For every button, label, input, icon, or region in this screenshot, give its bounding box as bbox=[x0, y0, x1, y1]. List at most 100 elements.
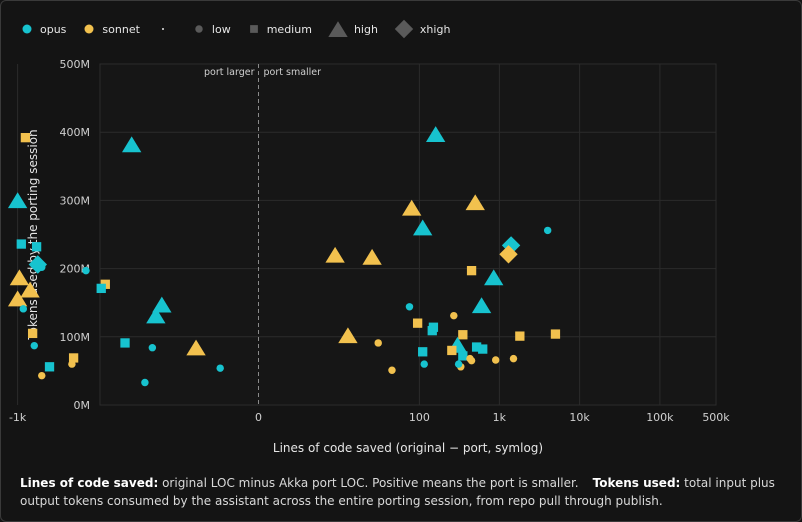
point-sonnet-high bbox=[7, 290, 28, 307]
triangle-icon bbox=[328, 21, 348, 38]
point-sonnet-high bbox=[186, 339, 206, 356]
point-opus-low bbox=[38, 263, 46, 271]
point-sonnet-high bbox=[465, 194, 485, 211]
x-tick-label: 100k bbox=[646, 411, 674, 424]
point-sonnet-low bbox=[68, 360, 76, 368]
point-opus-xhigh bbox=[501, 236, 521, 255]
circle-icon bbox=[22, 24, 32, 34]
square-icon bbox=[249, 25, 258, 33]
point-sonnet-low bbox=[491, 356, 500, 364]
point-sonnet-high bbox=[325, 246, 345, 263]
point-opus-low bbox=[216, 364, 224, 372]
point-sonnet-high bbox=[9, 269, 30, 286]
diamond-icon bbox=[394, 19, 414, 39]
point-opus-low bbox=[454, 360, 463, 368]
point-opus-low bbox=[543, 226, 552, 235]
footnote-loc-text: original LOC minus Akka port LOC. Positi… bbox=[158, 476, 579, 490]
annotation-port-larger: port larger bbox=[204, 67, 255, 78]
point-sonnet-medium bbox=[20, 133, 31, 143]
x-tick-label: 1k bbox=[493, 411, 507, 424]
point-opus-medium bbox=[120, 338, 130, 348]
point-opus-low bbox=[141, 378, 149, 387]
x-tick-label: -1k bbox=[9, 411, 27, 424]
point-opus-high bbox=[121, 136, 142, 153]
point-sonnet-medium bbox=[447, 345, 457, 356]
circle-icon bbox=[195, 25, 203, 33]
point-sonnet-low bbox=[509, 354, 518, 363]
point-opus-high bbox=[425, 126, 446, 142]
point-sonnet-medium bbox=[412, 318, 423, 328]
point-sonnet-medium bbox=[515, 331, 525, 341]
point-opus-medium bbox=[458, 351, 468, 361]
x-tick-label: 500k bbox=[702, 411, 730, 424]
annotation-port-smaller: port smaller bbox=[264, 67, 322, 78]
point-sonnet-medium bbox=[27, 328, 38, 339]
point-sonnet-high bbox=[362, 248, 382, 265]
circle-icon bbox=[84, 24, 94, 34]
point-opus-medium bbox=[31, 242, 42, 252]
point-opus-medium bbox=[16, 239, 26, 249]
legend-label: medium bbox=[266, 22, 312, 36]
footnote-loc-title: Lines of code saved: bbox=[20, 476, 159, 490]
point-sonnet-low bbox=[388, 366, 396, 374]
point-sonnet-high bbox=[338, 327, 358, 344]
chart-footnote: Lines of code saved: original LOC minus … bbox=[20, 474, 780, 510]
y-tick-label: 0M bbox=[74, 399, 91, 412]
point-opus-medium bbox=[418, 347, 428, 357]
legend-item-medium: medium bbox=[247, 22, 312, 36]
point-opus-medium bbox=[96, 283, 106, 294]
point-sonnet-high bbox=[402, 199, 422, 216]
dot-icon bbox=[161, 28, 164, 30]
point-opus-medium bbox=[471, 342, 482, 352]
x-axis-label: Lines of code saved (original − port, sy… bbox=[273, 441, 543, 455]
point-sonnet-low bbox=[374, 339, 382, 347]
legend-item-sonnet: sonnet bbox=[82, 22, 140, 36]
legend-item-separator bbox=[156, 22, 176, 36]
point-sonnet-low bbox=[467, 356, 476, 365]
point-sonnet-low bbox=[450, 311, 458, 320]
x-tick-label: 10k bbox=[569, 411, 590, 424]
point-sonnet-high bbox=[20, 281, 40, 298]
plot-area bbox=[99, 63, 717, 406]
point-opus-high bbox=[146, 307, 166, 324]
y-axis-label: Tokens used by the porting session bbox=[26, 129, 40, 340]
y-tick-label: 200M bbox=[60, 263, 91, 276]
point-opus-high bbox=[413, 219, 433, 236]
legend-label: high bbox=[353, 22, 378, 36]
legend-item-opus: opus bbox=[20, 22, 66, 36]
legend-label: sonnet bbox=[102, 22, 140, 36]
y-tick-label: 400M bbox=[60, 126, 91, 139]
legend-label: low bbox=[211, 22, 231, 36]
footnote-tokens-text: total input plus output tokens consumed … bbox=[20, 476, 775, 508]
y-tick-label: 300M bbox=[60, 194, 91, 207]
point-sonnet-medium bbox=[466, 265, 477, 276]
point-opus-medium bbox=[427, 326, 437, 336]
point-opus-low bbox=[420, 360, 428, 368]
gridlines bbox=[17, 63, 717, 406]
point-opus-high bbox=[7, 192, 28, 209]
x-tick-label: 0 bbox=[255, 411, 262, 424]
point-opus-low bbox=[148, 343, 157, 352]
point-opus-high bbox=[484, 269, 504, 286]
legend-label: xhigh bbox=[419, 22, 451, 36]
point-opus-medium bbox=[478, 344, 488, 354]
y-tick-label: 100M bbox=[60, 331, 91, 344]
chart-legend: opus sonnet low medium high xhigh bbox=[20, 18, 466, 40]
point-sonnet-medium bbox=[458, 330, 468, 340]
x-tick-label: 100 bbox=[409, 411, 430, 424]
point-opus-low bbox=[19, 305, 28, 313]
scatter-plot: 0M 100M 200M 300M 400M 500M -1k 0 100 1k 10k 100k 50… bbox=[7, 58, 730, 455]
point-opus-low bbox=[405, 303, 414, 311]
legend-item-xhigh: xhigh bbox=[394, 19, 451, 39]
point-sonnet-xhigh bbox=[499, 245, 518, 264]
point-sonnet-low bbox=[38, 371, 46, 380]
data-points bbox=[7, 126, 561, 387]
point-opus-low bbox=[30, 341, 38, 350]
legend-item-high: high bbox=[328, 19, 378, 39]
footnote-tokens-title: Tokens used: bbox=[592, 476, 681, 490]
point-sonnet-medium bbox=[550, 329, 561, 339]
point-opus-medium bbox=[44, 362, 55, 372]
legend-label: opus bbox=[40, 22, 67, 36]
point-sonnet-medium bbox=[68, 353, 79, 363]
point-opus-high bbox=[152, 296, 172, 313]
